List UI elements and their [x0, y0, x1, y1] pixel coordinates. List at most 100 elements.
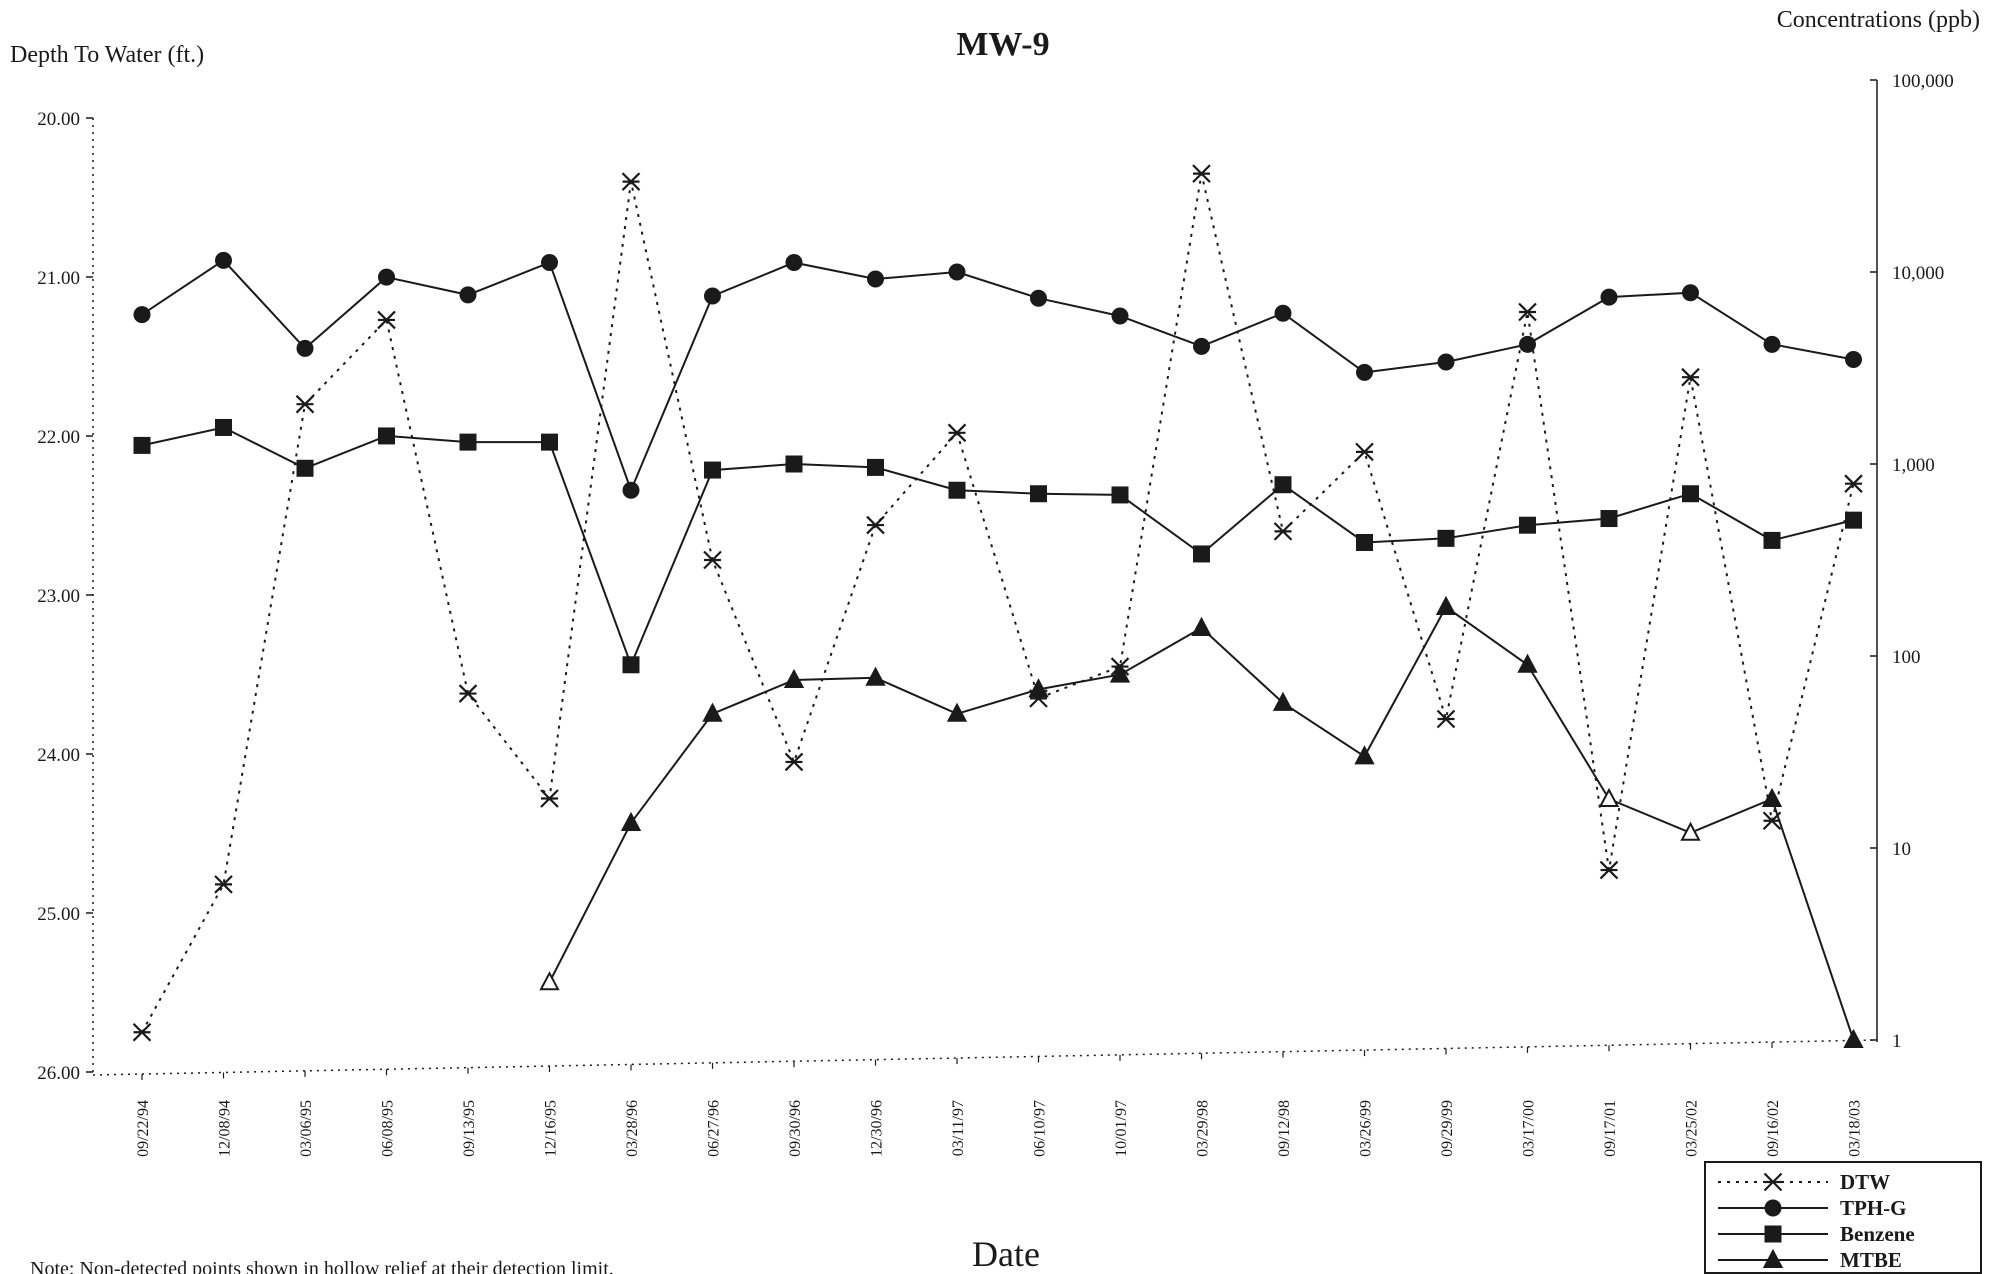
square-marker: [948, 481, 966, 499]
left-tick-label: 25.00: [37, 904, 80, 925]
square-marker: [1030, 485, 1047, 503]
triangle-marker: [1354, 745, 1375, 765]
series-benzene: [133, 418, 1862, 674]
circle-marker: [1437, 353, 1455, 371]
circle-marker: [1682, 284, 1699, 302]
asterisk-marker: [1844, 474, 1863, 493]
triangle-marker: [865, 666, 886, 686]
x-tick-label: 03/06/95: [298, 1100, 315, 1157]
triangle-marker: [1843, 1028, 1864, 1048]
x-tick-label: 03/17/00: [1521, 1100, 1538, 1157]
asterisk-marker: [1681, 367, 1700, 387]
triangle-marker: [783, 668, 805, 688]
circle-marker: [541, 254, 558, 272]
asterisk-marker: [784, 752, 804, 772]
x-tick-label: 09/13/95: [461, 1100, 478, 1157]
x-tick-label: 03/11/97: [950, 1100, 967, 1156]
asterisk-marker: [621, 172, 641, 191]
x-tick-label: 03/28/96: [624, 1100, 641, 1157]
series-line-dtw: [141, 173, 1855, 1033]
left-tick-label: 23.00: [37, 586, 80, 607]
circle-marker: [1111, 307, 1129, 325]
asterisk-marker: [540, 789, 559, 808]
square-marker: [704, 461, 721, 479]
x-tick-label: 09/22/94: [135, 1100, 152, 1157]
square-marker: [1437, 529, 1455, 547]
circle-marker: [459, 286, 477, 304]
square-marker: [1845, 511, 1862, 529]
square-marker: [1193, 545, 1210, 563]
x-tick-label: 03/18/03: [1847, 1100, 1864, 1157]
left-tick-label: 21.00: [37, 268, 80, 289]
note-text: Note: Non-detected points shown in hollo…: [30, 1258, 614, 1274]
right-tick-label: 1,000: [1892, 455, 1935, 476]
left-axis-title: Depth To Water (ft.): [10, 42, 204, 68]
x-tick-label: 12/16/95: [543, 1100, 560, 1157]
x-tick-label: 06/08/95: [380, 1100, 397, 1157]
right-tick-label: 1: [1892, 1031, 1902, 1052]
series-line-tph-g: [141, 258, 1854, 493]
square-marker: [541, 433, 558, 451]
circle-marker: [378, 268, 395, 286]
square-marker: [378, 427, 395, 445]
circle-marker: [1764, 1199, 1782, 1217]
triangle-marker: [620, 811, 642, 831]
asterisk-marker: [703, 550, 722, 570]
circle-marker: [1763, 335, 1781, 353]
circle-marker: [704, 287, 721, 305]
x-tick-label: 09/29/99: [1439, 1100, 1456, 1157]
series-line-mtbe: [548, 605, 1855, 1041]
asterisk-marker: [1599, 860, 1619, 880]
x-tick-label: 09/30/96: [787, 1100, 804, 1157]
asterisk-marker: [1273, 522, 1293, 541]
triangle-marker: [946, 702, 968, 722]
right-tick-label: 10,000: [1892, 263, 1944, 284]
asterisk-marker: [1192, 164, 1211, 183]
triangle-marker: [1517, 653, 1538, 673]
x-axis-title: Date: [972, 1234, 1040, 1274]
x-tick-label: 03/29/98: [1195, 1100, 1212, 1157]
asterisk-marker: [295, 394, 315, 414]
series-mtbe: [539, 595, 1864, 1048]
triangle-marker: [1761, 787, 1783, 807]
x-axis-ticks: 09/22/94 12/08/94 03/06/95 06/08/95 09/13/95…: [135, 1040, 1864, 1157]
square-marker: [1764, 1225, 1782, 1243]
square-marker: [1682, 485, 1699, 503]
x-tick-label: 09/16/02: [1765, 1100, 1782, 1157]
triangle-marker: [1598, 787, 1620, 807]
square-marker: [133, 436, 151, 454]
left-tick-label: 24.00: [37, 745, 80, 766]
x-tick-label: 03/25/02: [1684, 1100, 1701, 1157]
circle-marker: [948, 263, 966, 281]
left-tick-label: 22.00: [37, 427, 80, 448]
chart-title: MW-9: [956, 26, 1049, 63]
series-dtw: [132, 164, 1863, 1042]
x-tick-label: 06/10/97: [1032, 1100, 1049, 1157]
x-tick-label: 06/27/96: [706, 1100, 723, 1157]
asterisk-marker: [1518, 302, 1537, 322]
right-axis-ticks: 100,000 10,000 1,000 100 10 1: [1870, 71, 1954, 1052]
circle-marker: [785, 254, 803, 272]
right-tick-label: 100: [1892, 647, 1921, 668]
circle-marker: [1519, 335, 1536, 353]
square-marker: [215, 418, 232, 436]
circle-marker: [867, 270, 884, 288]
x-tick-label: 09/17/01: [1602, 1100, 1619, 1157]
circle-marker: [1274, 304, 1292, 322]
square-marker: [1600, 510, 1618, 528]
left-tick-label: 26.00: [37, 1063, 80, 1084]
square-marker: [1274, 476, 1292, 494]
square-marker: [785, 455, 803, 473]
left-tick-label: 20.00: [37, 109, 80, 130]
left-axis-ticks: 20.00 21.00 22.00 23.00 24.00 25.00 26.00: [37, 109, 93, 1084]
triangle-marker: [1191, 616, 1212, 636]
circle-marker: [133, 306, 151, 324]
triangle-marker: [1435, 595, 1457, 615]
triangle-marker: [702, 702, 723, 722]
square-marker: [1519, 516, 1536, 534]
square-marker: [296, 459, 314, 477]
triangle-marker: [1680, 821, 1701, 841]
x-tick-label: 09/12/98: [1276, 1100, 1293, 1157]
asterisk-marker: [1355, 442, 1374, 462]
